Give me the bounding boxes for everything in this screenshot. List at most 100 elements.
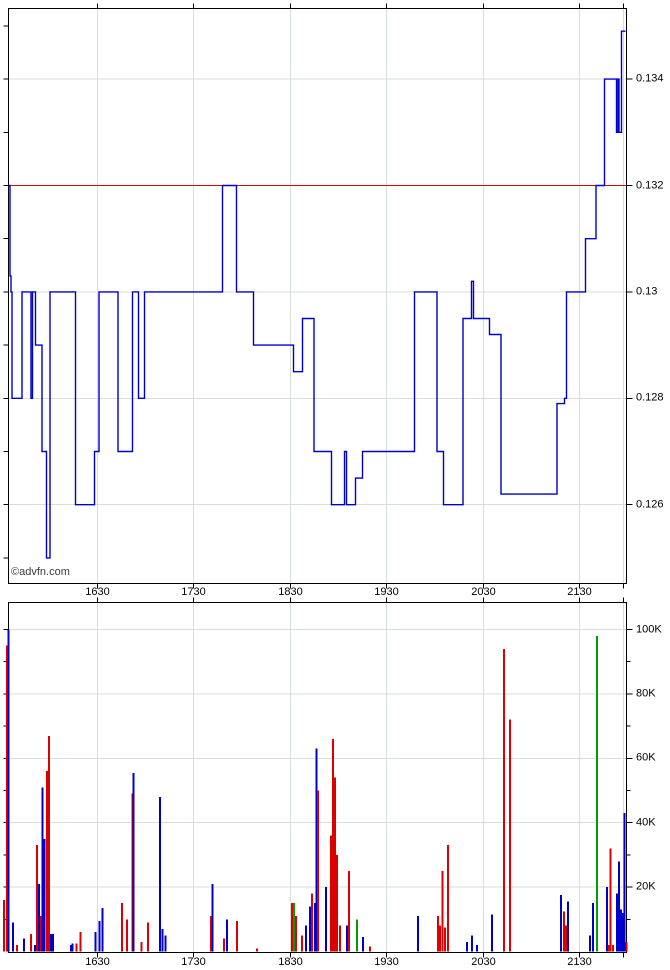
volume-axis-tick-label: 60K xyxy=(636,751,656,764)
volume-bar xyxy=(36,845,38,952)
volume-axis-tick-label: 100K xyxy=(636,623,662,635)
volume-bar xyxy=(417,916,419,952)
volume-bar xyxy=(503,648,505,952)
volume-bar xyxy=(46,771,48,952)
volume-bar xyxy=(6,645,8,952)
volume-bar xyxy=(565,925,567,952)
volume-axis-tick-label: 80K xyxy=(636,687,656,700)
volume-bar xyxy=(94,932,97,952)
price-gridlines xyxy=(8,8,627,584)
volume-bar xyxy=(147,922,149,952)
volume-bar xyxy=(362,937,364,952)
volume-bar xyxy=(43,838,46,952)
volume-bar xyxy=(621,912,624,952)
volume-bar xyxy=(348,871,350,952)
volume-bar xyxy=(369,946,371,952)
volume-bar xyxy=(70,945,72,952)
volume-bar xyxy=(356,919,358,952)
volume-bar xyxy=(625,941,628,952)
price-axis-tick-label: 0.126 xyxy=(636,498,664,511)
volume-bar xyxy=(330,835,332,952)
volume-bar xyxy=(293,903,295,952)
time-axis-tick-label: 1930 xyxy=(374,956,399,968)
volume-bar xyxy=(444,927,446,952)
price-axis-tick-label: 0.134 xyxy=(636,72,664,85)
volume-bar xyxy=(606,887,608,952)
price-series xyxy=(8,30,626,559)
time-axis-tick-label: 2030 xyxy=(471,586,496,598)
volume-bar xyxy=(3,899,5,952)
time-axis-tick-label: 1830 xyxy=(278,586,303,598)
volume-bar xyxy=(332,738,334,952)
volume-bar xyxy=(121,903,123,952)
volume-bar xyxy=(52,933,54,952)
volume-bar xyxy=(325,887,327,952)
volume-bar xyxy=(346,925,348,952)
volume-bar xyxy=(317,790,319,952)
volume-bar xyxy=(471,935,473,952)
time-axis-tick-label: 1730 xyxy=(181,956,206,968)
volume-bar xyxy=(41,787,44,952)
volume-bar xyxy=(609,848,612,952)
volume-bar xyxy=(509,719,511,952)
volume-bar xyxy=(50,933,52,952)
time-axis-tick-label: 1630 xyxy=(85,956,110,968)
volume-bar xyxy=(608,945,610,952)
volume-bar xyxy=(291,903,293,952)
volume-bar xyxy=(295,916,297,952)
volume-bar xyxy=(612,945,614,952)
volume-bar xyxy=(563,911,565,952)
volume-bar xyxy=(101,908,104,952)
time-axis-tick-label: 2030 xyxy=(471,956,496,968)
volume-bar xyxy=(164,935,167,952)
volume-bar xyxy=(466,941,468,952)
volume-bar xyxy=(23,938,25,952)
volume-axis-tick-label: 40K xyxy=(636,816,656,829)
volume-bar xyxy=(7,629,10,952)
volume-bar xyxy=(616,893,618,952)
volume-bar xyxy=(314,903,316,952)
volume-bars xyxy=(3,629,628,952)
volume-bar xyxy=(301,935,303,952)
volume-bar xyxy=(618,861,620,952)
volume-bar xyxy=(12,922,14,952)
volume-bar xyxy=(79,932,82,952)
watermark: ©advfn.com xyxy=(11,566,70,578)
volume-bar xyxy=(223,938,225,952)
volume-bar xyxy=(560,895,562,952)
time-axis-tick-label: 1930 xyxy=(374,586,399,598)
volume-bar xyxy=(226,919,228,952)
volume-bar xyxy=(210,916,212,952)
volume-bar xyxy=(140,941,143,952)
volume-bar xyxy=(256,948,258,952)
volume-bar xyxy=(567,901,569,952)
volume-bar xyxy=(476,945,478,952)
volume-bar xyxy=(211,883,214,952)
volume-bar xyxy=(309,906,311,952)
volume-bar xyxy=(236,920,238,952)
volume-bar xyxy=(305,925,307,952)
volume-bar xyxy=(38,883,40,952)
volume-bar xyxy=(161,928,164,952)
volume-bar xyxy=(439,925,441,952)
volume-bar xyxy=(437,916,439,952)
volume-bar xyxy=(48,735,50,952)
volume-bar xyxy=(311,893,313,952)
volume-bar xyxy=(339,925,341,952)
volume-bar xyxy=(71,943,74,952)
volume-bar xyxy=(98,920,101,952)
volume-bar xyxy=(447,845,449,952)
volume-bar xyxy=(623,813,626,952)
volume-bar xyxy=(334,777,336,952)
time-axis-tick-label: 1630 xyxy=(85,586,110,598)
volume-bar xyxy=(132,772,135,952)
volume-bar xyxy=(596,635,598,952)
time-axis-tick-label: 1730 xyxy=(181,586,206,598)
volume-bar xyxy=(620,909,622,952)
price-axis-tick-label: 0.13 xyxy=(636,285,658,298)
time-axis-tick-label: 1830 xyxy=(278,956,303,968)
volume-bar xyxy=(336,854,338,952)
volume-bar xyxy=(491,914,493,952)
